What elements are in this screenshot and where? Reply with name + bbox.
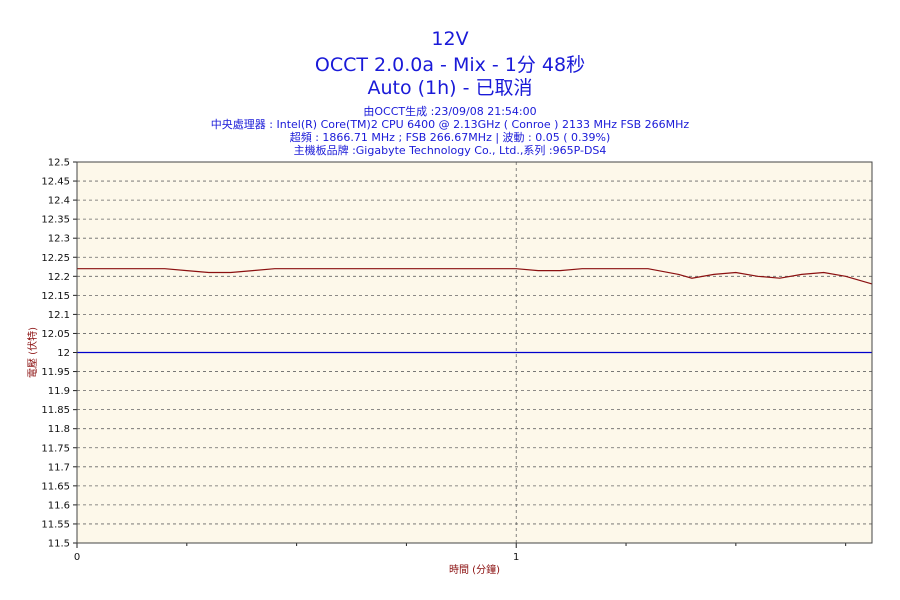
y-tick-label: 11.8 (48, 424, 70, 435)
x-axis-title: 時間 (分鐘) (449, 563, 500, 576)
y-tick-label: 12.05 (41, 329, 70, 340)
y-tick-label: 12.15 (41, 291, 70, 302)
cpu-info: 中央處理器 : Intel(R) Core(TM)2 CPU 6400 @ 2.… (210, 118, 690, 131)
y-tick-label: 12.3 (48, 234, 70, 245)
y-tick-label: 11.95 (41, 367, 70, 378)
motherboard-info: 主機板品牌 :Gigabyte Technology Co., Ltd.,系列 … (293, 144, 607, 157)
y-tick-label: 11.9 (48, 386, 70, 397)
y-tick-label: 11.7 (48, 462, 70, 473)
x-tick-label: 1 (513, 552, 519, 563)
y-tick-label: 12.2 (48, 272, 70, 283)
plot-frame (76, 161, 873, 544)
y-tick-label: 11.6 (48, 500, 70, 511)
x-tick-label: 0 (74, 552, 80, 563)
y-tick-label: 12.1 (48, 310, 70, 321)
y-tick-label: 12.4 (48, 196, 70, 207)
chart-subtitle: OCCT 2.0.0a - Mix - 1分 48秒 (314, 54, 586, 76)
y-tick-label: 11.55 (41, 519, 70, 530)
overclock-info: 超頻 : 1866.71 MHz ; FSB 266.67MHz | 波動 : … (289, 131, 611, 144)
y-tick-label: 11.75 (41, 443, 70, 454)
y-tick-label: 12.45 (41, 177, 70, 188)
chart-title: 12V (431, 28, 469, 50)
y-tick-label: 11.65 (41, 481, 70, 492)
generated-info: 由OCCT生成 :23/09/08 21:54:00 (363, 105, 537, 118)
y-tick-label: 12.35 (41, 215, 70, 226)
y-axis-title: 電壓 (伏特) (26, 327, 39, 378)
y-tick-label: 11.5 (48, 539, 70, 550)
series-12v-line (77, 268, 873, 285)
y-tick-label: 12 (57, 348, 70, 359)
y-tick-label: 11.85 (41, 405, 70, 416)
y-tick-label: 12.25 (41, 253, 70, 264)
test-mode-status: Auto (1h) - 已取消 (367, 77, 533, 99)
y-tick-label: 12.5 (48, 158, 70, 169)
